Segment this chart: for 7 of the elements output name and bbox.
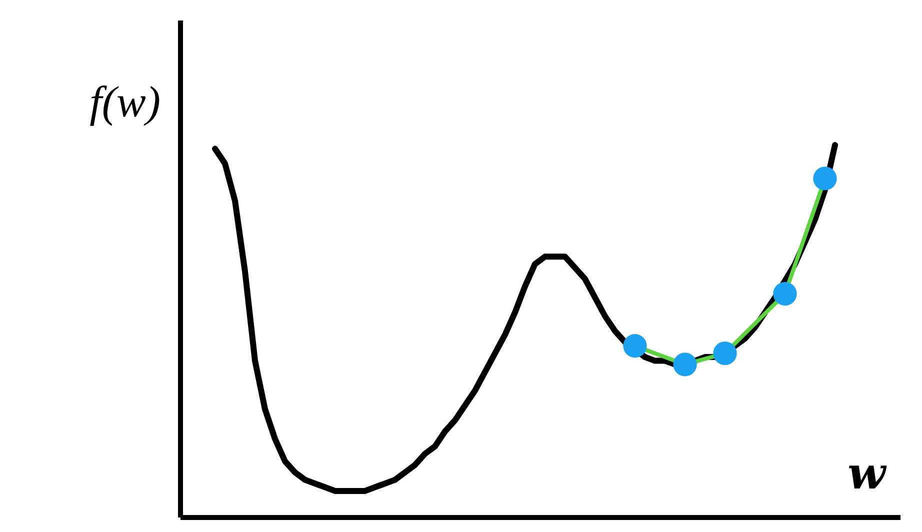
point <box>713 342 737 366</box>
point <box>813 166 837 190</box>
x-axis-title: w <box>848 448 888 500</box>
point <box>623 334 647 358</box>
point <box>673 352 697 376</box>
y-axis-title: f(w) <box>90 78 160 126</box>
point <box>773 282 797 306</box>
